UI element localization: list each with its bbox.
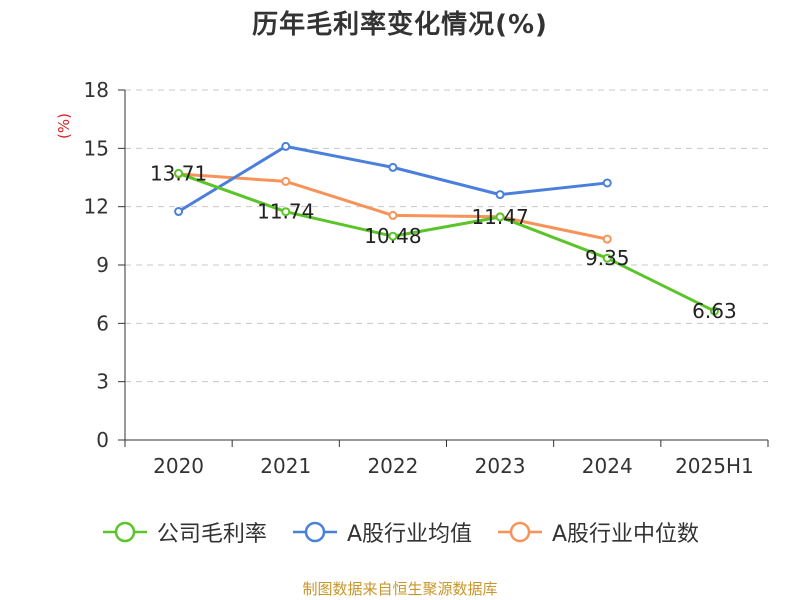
data-point (495, 190, 505, 200)
legend-item-industry-mean[interactable]: A股行业均值 (291, 516, 472, 548)
axes: 0 3 6 9 12 15 18 2020 2021 2022 2023 2024 2025H1 (84, 78, 769, 478)
y-axis-unit-label: (%) (55, 113, 73, 139)
x-tick-label: 2024 (582, 454, 633, 478)
x-tick-label: 2023 (475, 454, 526, 478)
legend-line-circle-icon (292, 521, 337, 543)
data-point (602, 178, 612, 188)
data-source-note: 制图数据来自恒生聚源数据库 (302, 580, 498, 598)
grid-lines (125, 89, 768, 383)
data-label: 11.74 (257, 200, 314, 224)
y-tick-label: 0 (96, 428, 109, 452)
legend-line-circle-icon (498, 521, 542, 543)
legend-label: A股行业中位数 (552, 522, 700, 547)
data-point (281, 176, 291, 186)
y-tick-label: 18 (84, 78, 109, 102)
data-point (388, 162, 398, 172)
data-point (388, 231, 398, 241)
chart-title: 历年毛利率变化情况(%) (252, 10, 548, 40)
data-point (602, 234, 612, 244)
y-tick-label: 9 (96, 253, 109, 277)
data-point (602, 253, 612, 263)
legend-label: A股行业均值 (346, 522, 472, 547)
data-label: 11.47 (471, 205, 528, 229)
legend: 公司毛利率 A股行业均值 A股行业中位数 (0, 516, 800, 548)
legend-item-company[interactable]: 公司毛利率 (101, 516, 267, 548)
y-tick-label: 6 (96, 311, 109, 335)
legend-line-circle-icon (102, 521, 147, 543)
data-point (495, 212, 505, 222)
data-point (281, 207, 291, 217)
data-label: 6.63 (692, 299, 737, 323)
data-label: 9.35 (585, 246, 630, 270)
data-point (281, 141, 291, 151)
x-tick-label: 2021 (260, 454, 311, 478)
y-tick-label: 15 (84, 136, 109, 160)
data-label: 10.48 (364, 224, 421, 248)
y-tick-label: 3 (96, 370, 109, 394)
legend-label: 公司毛利率 (156, 522, 267, 547)
data-point (174, 207, 184, 217)
x-tick-label: 2022 (367, 454, 418, 478)
x-tick-label: 2025H1 (675, 454, 754, 478)
x-tick-label: 2020 (153, 454, 204, 478)
data-labels: 13.71 11.74 10.48 11.47 9.35 6.63 (150, 161, 737, 323)
series-line (177, 171, 716, 313)
data-point (174, 168, 184, 178)
data-label: 13.71 (150, 161, 207, 185)
series (174, 141, 719, 316)
data-point (709, 306, 719, 316)
y-tick-label: 12 (84, 195, 109, 219)
legend-item-industry-median[interactable]: A股行业中位数 (496, 516, 699, 548)
data-point (388, 210, 398, 220)
